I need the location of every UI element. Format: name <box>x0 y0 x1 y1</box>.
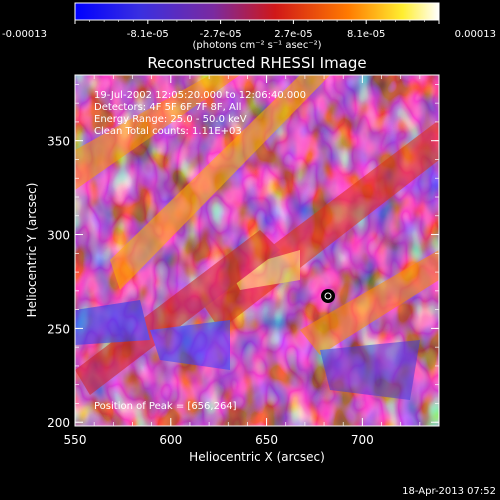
y-tick-label: 200 <box>47 416 70 430</box>
colorbar-ticks <box>74 20 440 24</box>
y-tick-label: 250 <box>47 322 70 336</box>
info-line: Detectors: 4F 5F 6F 7F 8F, All <box>94 102 241 113</box>
y-tick-label: 350 <box>47 135 70 149</box>
peak-marker <box>321 289 335 303</box>
peak-label: Position of Peak = [656,264] <box>94 401 237 412</box>
x-axis-label: Heliocentric X (arcsec) <box>189 450 325 464</box>
colorbar-gradient <box>74 2 440 21</box>
colorbar-tick-labels: -0.00013 -8.1e-05 -2.7e-05 2.7e-05 8.1e-05 0.… <box>2 29 496 40</box>
y-tick-label: 300 <box>47 229 70 243</box>
x-tick-label: 650 <box>255 433 278 447</box>
info-text: 19-Jul-2002 12:05:20.000 to 12:06:40.000… <box>94 90 306 137</box>
colorbar-tick-label: -2.7e-05 <box>200 29 242 40</box>
y-axis-tick-labels: 200 250 300 350 <box>47 135 70 431</box>
footer-timestamp: 18-Apr-2013 07:52 <box>402 486 496 497</box>
colorbar-tick-label: 0.00013 <box>455 29 496 40</box>
plot-title: Reconstructed RHESSI Image <box>147 54 366 72</box>
x-tick-label: 600 <box>159 433 182 447</box>
rhessi-image <box>75 75 439 426</box>
x-axis-ticks <box>74 75 440 426</box>
colorbar-unit-label: (photons cm⁻² s⁻¹ asec⁻²) <box>192 40 321 51</box>
y-axis-label: Heliocentric Y (arcsec) <box>25 183 39 318</box>
info-line: Clean Total counts: 1.11E+03 <box>94 126 242 137</box>
x-axis-tick-labels: 550 600 650 700 <box>64 433 374 447</box>
info-line: Energy Range: 25.0 - 50.0 keV <box>94 114 247 125</box>
colorbar-tick-label: 8.1e-05 <box>347 29 385 40</box>
image-bands <box>75 75 439 400</box>
x-tick-label: 550 <box>64 433 87 447</box>
info-line: 19-Jul-2002 12:05:20.000 to 12:06:40.000 <box>94 90 306 101</box>
colorbar: -0.00013 -8.1e-05 -2.7e-05 2.7e-05 8.1e-05 0.… <box>2 2 496 51</box>
x-tick-label: 700 <box>351 433 374 447</box>
colorbar-tick-label: -8.1e-05 <box>127 29 169 40</box>
colorbar-tick-label: -0.00013 <box>2 29 47 40</box>
y-axis-ticks <box>75 84 439 423</box>
plot-frame <box>74 74 440 427</box>
colorbar-tick-label: 2.7e-05 <box>274 29 312 40</box>
